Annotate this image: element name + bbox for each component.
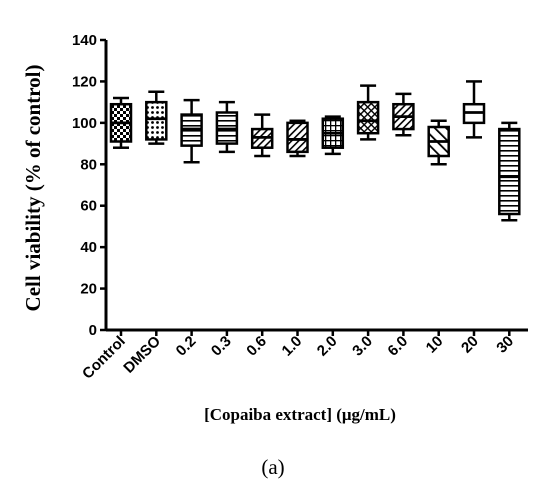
x-axis-label: [Copaiba extract] (μg/mL) [204, 405, 396, 424]
box-0-3 [215, 100, 239, 154]
y-tick-label: 40 [80, 239, 97, 256]
y-axis-label: Cell viability (% of control) [21, 65, 45, 312]
box-1-0 [286, 119, 309, 158]
iqr-box [145, 100, 168, 141]
box-10 [427, 119, 450, 166]
box-0-2 [180, 98, 203, 164]
box-3-0 [356, 84, 380, 141]
x-tick-label: 0.3 [208, 333, 235, 360]
y-ticks: 0 20 40 60 80 100 120 140 [72, 32, 106, 339]
y-tick-label: 100 [72, 115, 97, 132]
x-tick-label: 6.0 [384, 333, 411, 360]
box-dmso [145, 90, 168, 145]
x-tick-label: 20 [458, 333, 482, 357]
figure-caption: (a) [261, 455, 284, 479]
box-30 [498, 121, 521, 222]
x-tick-label: 3.0 [349, 333, 376, 360]
box-6-0 [392, 92, 415, 137]
box-2-0 [321, 115, 345, 156]
iqr-box [356, 100, 380, 135]
y-tick-label: 60 [80, 198, 97, 215]
x-tick-label: Control [79, 333, 129, 383]
y-tick-label: 0 [89, 322, 97, 339]
x-tick-label: 0.6 [243, 333, 270, 360]
y-tick-label: 80 [80, 156, 97, 173]
iqr-box [498, 127, 521, 216]
x-tick-label: 1.0 [279, 333, 306, 360]
x-tick-label: 2.0 [314, 333, 341, 360]
y-tick-label: 120 [72, 73, 97, 90]
iqr-box [286, 121, 309, 154]
box-20 [462, 80, 486, 139]
x-tick-label: DMSO [120, 333, 164, 377]
box-control [109, 96, 133, 149]
boxes [109, 80, 521, 222]
y-tick-label: 140 [72, 32, 97, 49]
x-tick-label: 0.2 [173, 333, 200, 360]
y-tick-label: 20 [80, 281, 97, 298]
x-tick-label: 10 [423, 333, 447, 357]
box-0-6 [250, 113, 274, 158]
axes [104, 40, 528, 332]
x-tick-label: 30 [493, 333, 517, 357]
